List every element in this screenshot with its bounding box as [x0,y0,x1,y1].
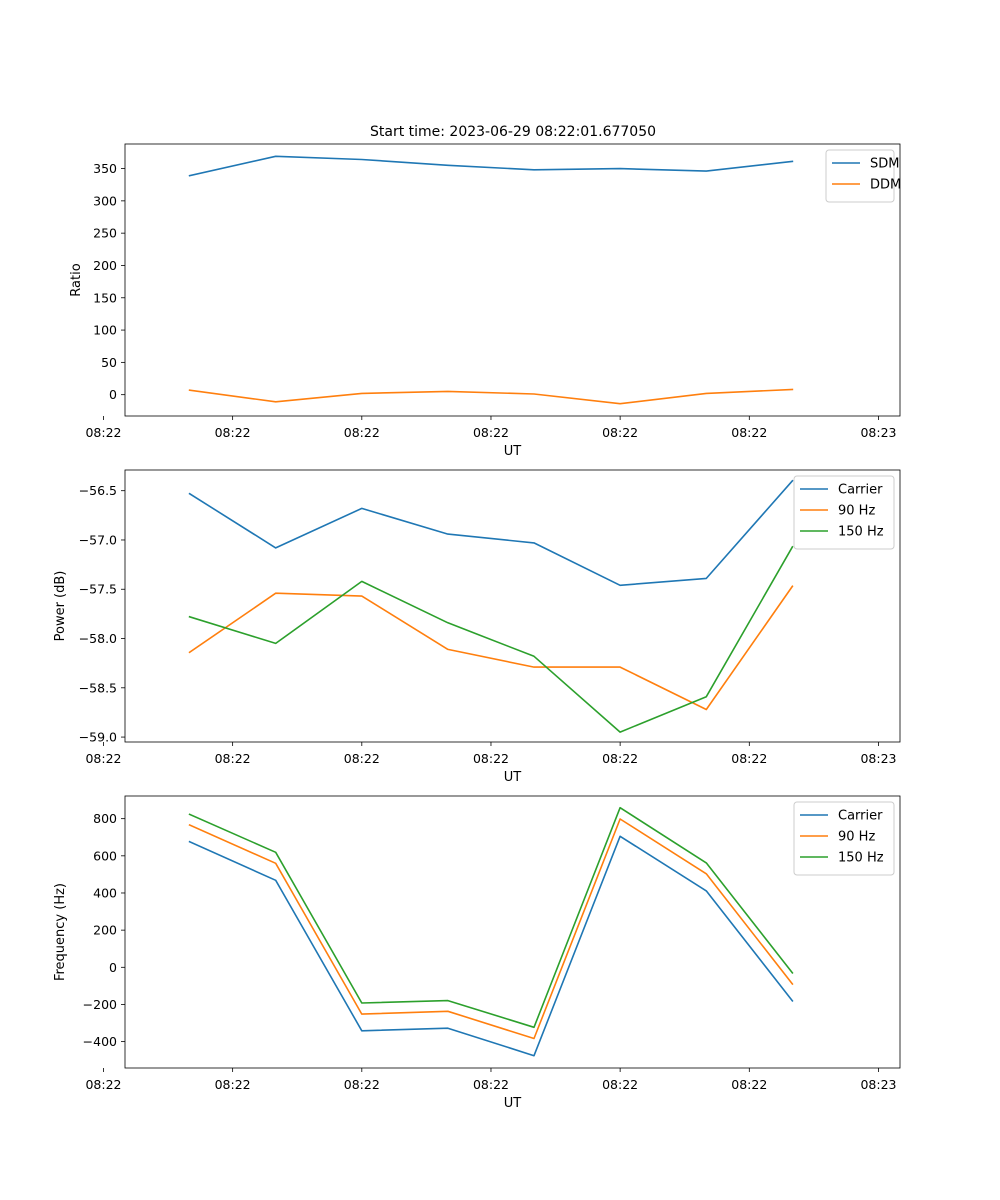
x-axis-label: UT [504,770,522,785]
y-tick-label: 600 [93,848,117,863]
y-tick-label: −57.0 [79,532,117,547]
x-tick-label: 08:22 [85,1077,121,1092]
y-tick-label: 250 [93,226,117,241]
figure-title: Start time: 2023-06-29 08:22:01.677050 [370,124,656,140]
y-tick-label: 0 [109,387,117,402]
series-line-150-hz [188,806,794,1029]
y-tick-label: −400 [83,1034,117,1049]
x-tick-label: 08:22 [344,751,380,766]
legend-label: 150 Hz [838,525,884,540]
y-tick-label: 200 [93,923,117,938]
x-tick-label: 08:22 [602,751,638,766]
x-tick-label: 08:22 [473,425,509,440]
x-tick-label: 08:22 [602,425,638,440]
x-tick-label: 08:22 [731,425,767,440]
legend-label: SDM [870,157,899,172]
subplots: 0 50 100 150 200 250 300 350 08:22 08:22 08:22 08:2… [53,143,901,1111]
subplot-1: 0 50 100 150 200 250 300 350 08:22 08:22 08:22 08:2… [69,143,901,459]
y-tick-label: −59.0 [79,730,117,745]
x-tick-label: 08:23 [860,425,896,440]
x-tick-label: 08:22 [473,751,509,766]
x-tick-label: 08:22 [85,425,121,440]
series-line-ddm [188,388,794,405]
y-tick-label: 400 [93,885,117,900]
x-axis-label: UT [504,1096,522,1111]
x-tick-label: 08:22 [85,751,121,766]
subplot-2: −59.0 −58.5 −58.0 −57.5 −57.0 −56.5 08:22 08:22… [53,469,901,785]
y-tick-label: 800 [93,811,117,826]
axes-frame [124,469,901,743]
x-tick-label: 08:22 [215,425,251,440]
y-tick-label: 200 [93,258,117,273]
y-tick-label: 50 [101,355,117,370]
series-line-carrier [188,479,794,587]
legend-label: 90 Hz [838,830,875,845]
x-tick-label: 08:22 [344,425,380,440]
y-tick-label: −200 [83,997,117,1012]
y-tick-label: −57.5 [79,582,117,597]
y-axis-label: Frequency (Hz) [53,883,68,981]
subplot-3: −400 −200 0 200 400 600 800 08:22 08:22 08:22 08:2… [53,795,901,1111]
x-tick-label: 08:22 [731,1077,767,1092]
axes-frame [124,795,901,1069]
y-tick-label: 350 [93,161,117,176]
y-tick-label: 100 [93,323,117,338]
x-tick-label: 08:22 [602,1077,638,1092]
legend-label: Carrier [838,809,883,824]
x-tick-label: 08:22 [215,751,251,766]
x-tick-label: 08:22 [215,1077,251,1092]
legend: Carrier 90 Hz 150 Hz [793,475,895,550]
series-line-carrier [188,835,794,1057]
legend-label: 150 Hz [838,851,884,866]
y-tick-label: −56.5 [79,483,117,498]
y-tick-label: −58.0 [79,631,117,646]
axes-frame [124,143,901,417]
series-line-150-hz [188,545,794,733]
y-axis-label: Ratio [69,263,84,296]
x-tick-label: 08:23 [860,751,896,766]
legend-label: Carrier [838,483,883,498]
legend-label: 90 Hz [838,504,875,519]
series-line-90-hz [188,818,794,1040]
legend-label: DDM [870,178,901,193]
legend: Carrier 90 Hz 150 Hz [793,801,895,876]
y-axis-label: Power (dB) [53,571,68,642]
y-tick-label: 0 [109,960,117,975]
legend: SDM DDM [825,149,901,203]
x-axis-label: UT [504,444,522,459]
series-line-sdm [188,155,794,177]
x-tick-label: 08:22 [344,1077,380,1092]
y-tick-label: 150 [93,290,117,305]
y-tick-label: −58.5 [79,680,117,695]
x-tick-label: 08:22 [473,1077,509,1092]
y-tick-label: 300 [93,193,117,208]
x-tick-label: 08:23 [860,1077,896,1092]
x-tick-label: 08:22 [731,751,767,766]
